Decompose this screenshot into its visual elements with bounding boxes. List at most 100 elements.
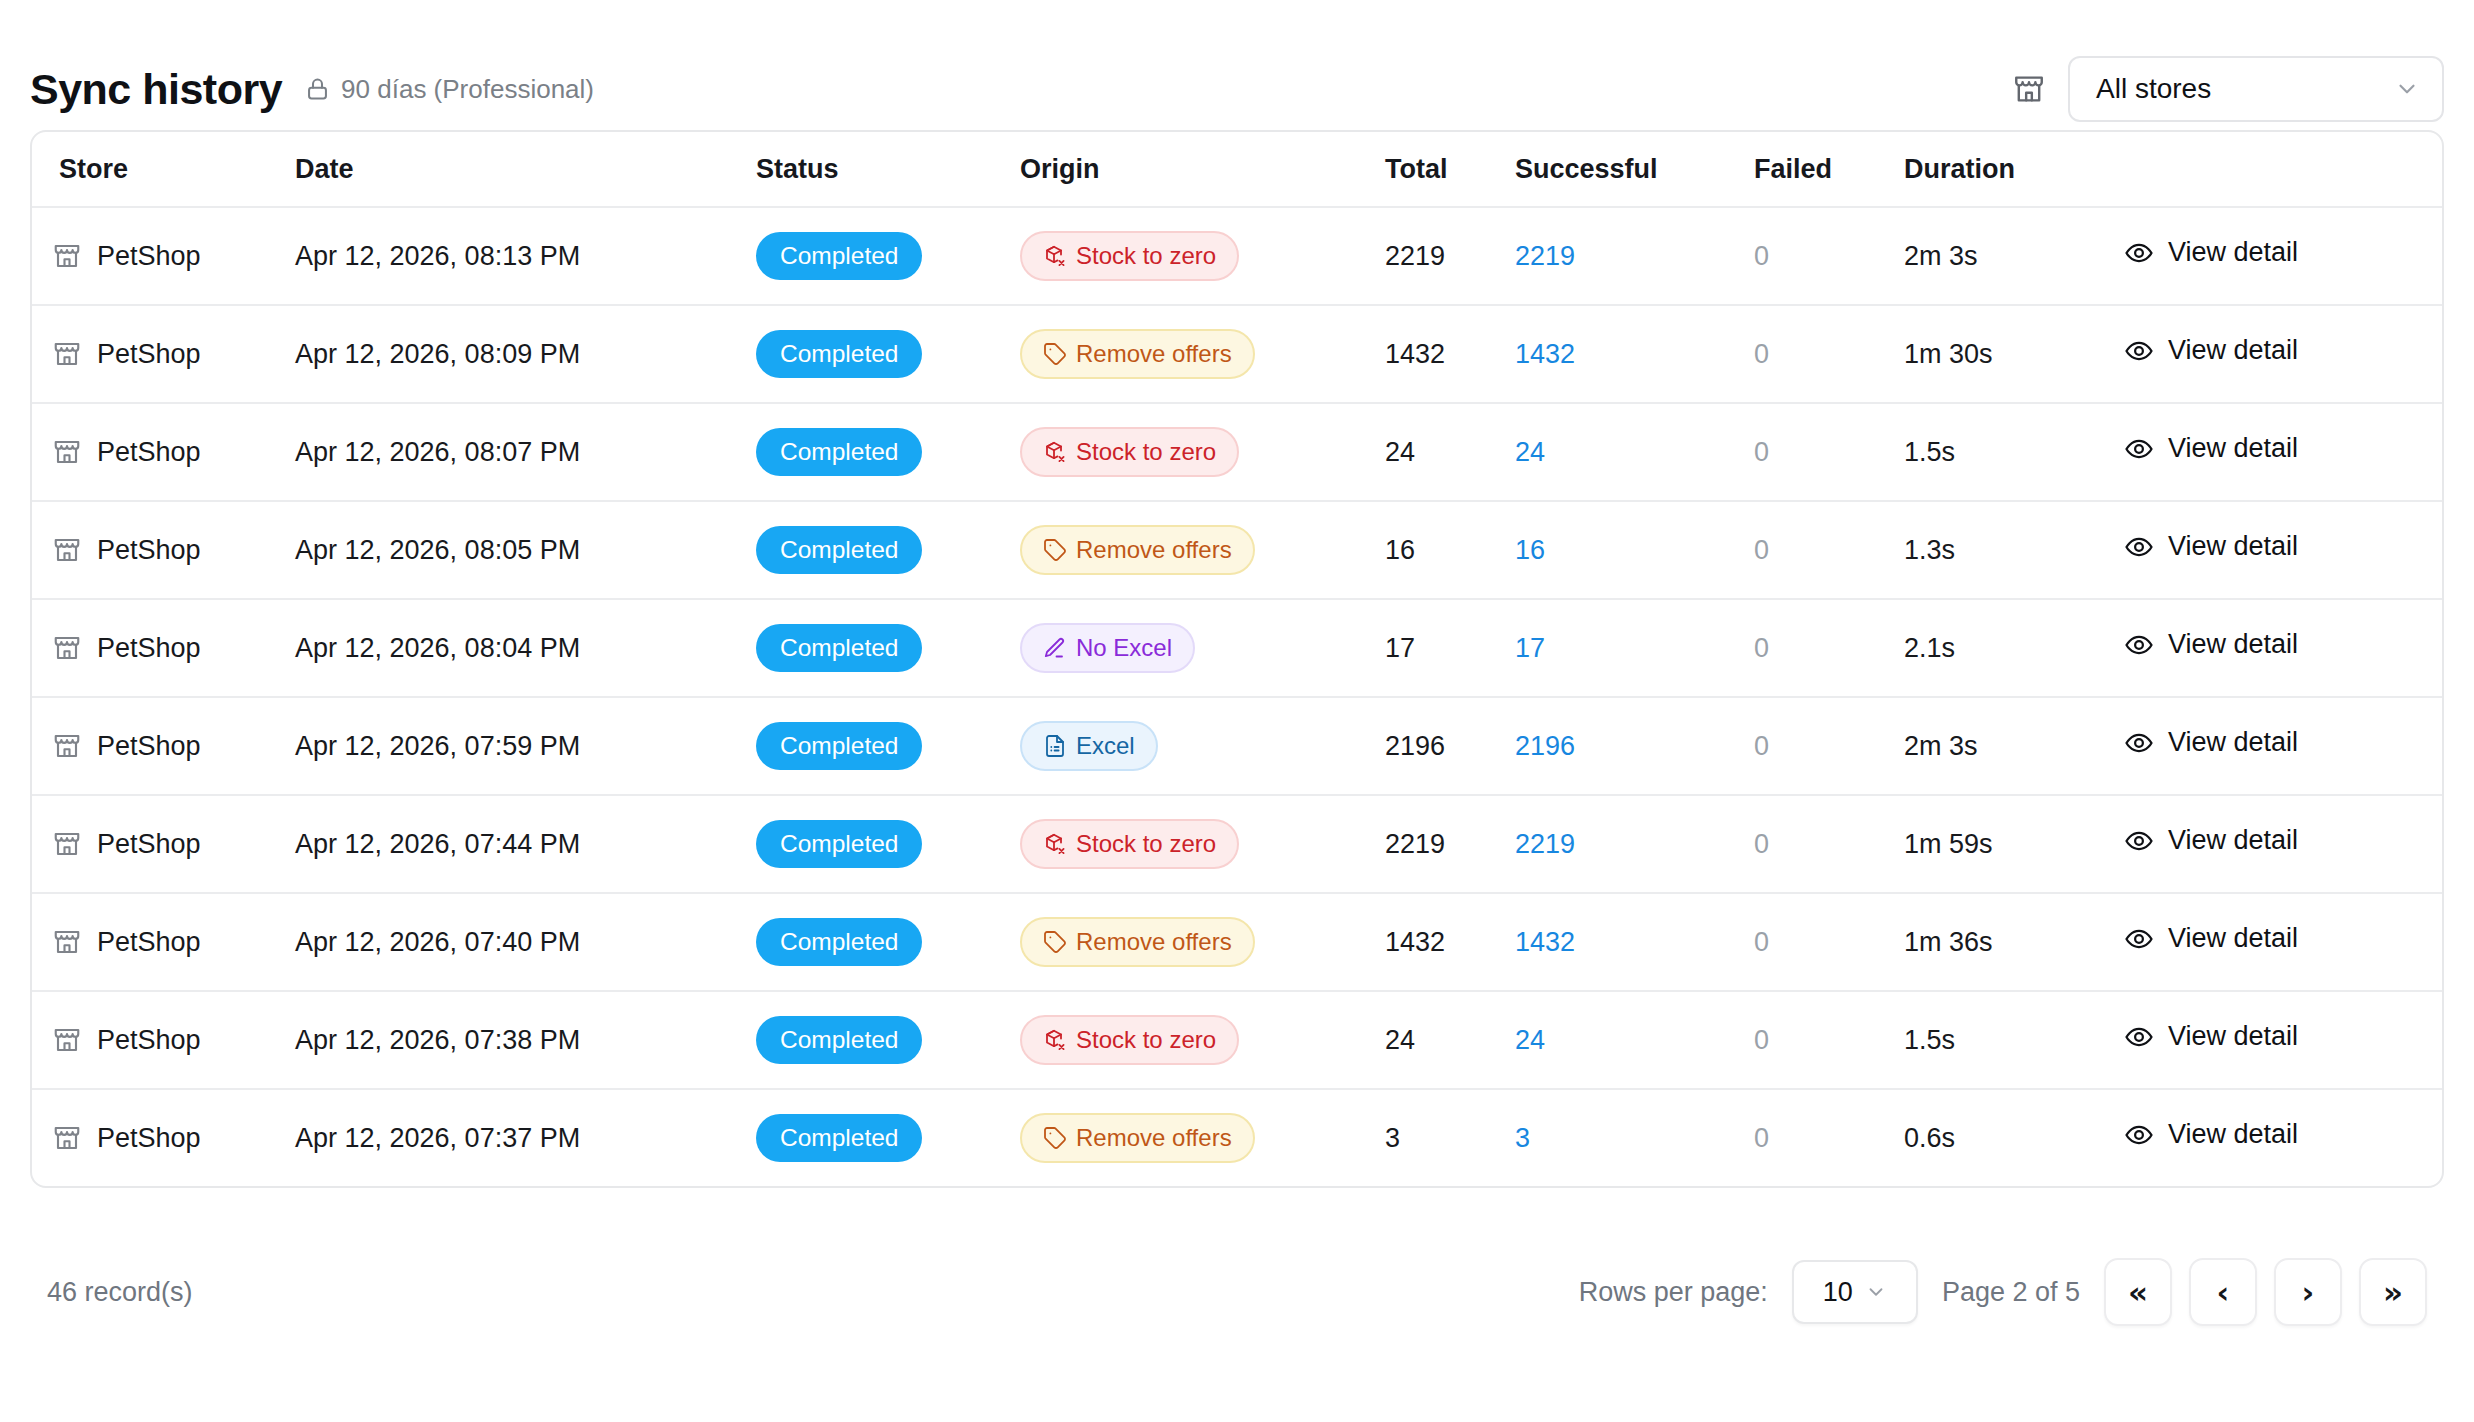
origin-label: Stock to zero [1076, 1028, 1216, 1052]
successful-link[interactable]: 16 [1515, 535, 1754, 566]
origin-cell: Stock to zero [1020, 427, 1385, 477]
package-x-icon [1043, 244, 1067, 268]
table-row: PetShop Apr 12, 2026, 08:09 PM Completed… [32, 304, 2442, 402]
store-cell: PetShop [32, 731, 295, 762]
view-detail-button[interactable]: View detail [2124, 923, 2298, 954]
failed-cell: 0 [1754, 927, 1904, 958]
date-cell: Apr 12, 2026, 08:07 PM [295, 437, 756, 468]
origin-label: Excel [1076, 734, 1135, 758]
failed-cell: 0 [1754, 241, 1904, 272]
eye-icon [2124, 1022, 2154, 1052]
view-detail-label: View detail [2168, 237, 2298, 268]
rows-per-page-value: 10 [1823, 1277, 1853, 1308]
plan-note-label: 90 días (Professional) [341, 74, 594, 105]
eye-icon [2124, 630, 2154, 660]
storefront-icon [52, 437, 82, 467]
storefront-icon [52, 731, 82, 761]
record-count: 46 record(s) [47, 1277, 193, 1308]
view-detail-button[interactable]: View detail [2124, 237, 2298, 268]
total-cell: 2219 [1385, 829, 1515, 860]
store-icon[interactable] [2012, 72, 2046, 106]
origin-badge-remove-offers: Remove offers [1020, 1113, 1255, 1163]
storefront-icon [52, 339, 82, 369]
failed-cell: 0 [1754, 437, 1904, 468]
view-detail-button[interactable]: View detail [2124, 335, 2298, 366]
store-filter-dropdown[interactable]: All stores [2068, 56, 2444, 122]
origin-badge-remove-offers: Remove offers [1020, 525, 1255, 575]
duration-cell: 0.6s [1904, 1123, 2124, 1154]
successful-link[interactable]: 1432 [1515, 927, 1754, 958]
actions-cell: View detail [2124, 335, 2442, 373]
package-x-icon [1043, 1028, 1067, 1052]
store-cell: PetShop [32, 1123, 295, 1154]
duration-cell: 1.5s [1904, 1025, 2124, 1056]
origin-cell: Remove offers [1020, 525, 1385, 575]
status-cell: Completed [756, 232, 1020, 281]
successful-link[interactable]: 17 [1515, 633, 1754, 664]
view-detail-button[interactable]: View detail [2124, 825, 2298, 856]
store-name: PetShop [97, 829, 201, 860]
view-detail-button[interactable]: View detail [2124, 433, 2298, 464]
col-header-failed: Failed [1754, 154, 1904, 185]
store-name: PetShop [97, 633, 201, 664]
first-page-button[interactable]: « [2104, 1258, 2172, 1326]
successful-link[interactable]: 2219 [1515, 829, 1754, 860]
status-cell: Completed [756, 526, 1020, 575]
next-page-button[interactable]: › [2274, 1258, 2342, 1326]
view-detail-label: View detail [2168, 1021, 2298, 1052]
origin-label: Remove offers [1076, 342, 1232, 366]
status-badge: Completed [756, 1016, 922, 1065]
duration-cell: 1m 36s [1904, 927, 2124, 958]
failed-cell: 0 [1754, 535, 1904, 566]
page-header: Sync history 90 días (Professional) All … [0, 0, 2474, 130]
origin-badge-stock-to-zero: Stock to zero [1020, 819, 1239, 869]
successful-link[interactable]: 2219 [1515, 241, 1754, 272]
successful-link[interactable]: 24 [1515, 1025, 1754, 1056]
store-cell: PetShop [32, 339, 295, 370]
status-badge: Completed [756, 428, 922, 477]
actions-cell: View detail [2124, 1119, 2442, 1157]
eye-icon [2124, 336, 2154, 366]
pencil-icon [1043, 636, 1067, 660]
rows-per-page-select[interactable]: 10 [1792, 1260, 1918, 1324]
table-row: PetShop Apr 12, 2026, 08:05 PM Completed… [32, 500, 2442, 598]
duration-cell: 1m 59s [1904, 829, 2124, 860]
previous-page-button[interactable]: ‹ [2189, 1258, 2257, 1326]
failed-cell: 0 [1754, 829, 1904, 860]
origin-cell: Remove offers [1020, 1113, 1385, 1163]
col-header-store: Store [32, 154, 295, 185]
store-name: PetShop [97, 927, 201, 958]
col-header-date: Date [295, 154, 756, 185]
chevron-down-icon [1865, 1281, 1887, 1303]
last-page-button[interactable]: » [2359, 1258, 2427, 1326]
status-cell: Completed [756, 722, 1020, 771]
origin-label: Stock to zero [1076, 440, 1216, 464]
total-cell: 24 [1385, 437, 1515, 468]
duration-cell: 1m 30s [1904, 339, 2124, 370]
origin-cell: Stock to zero [1020, 1015, 1385, 1065]
view-detail-button[interactable]: View detail [2124, 1119, 2298, 1150]
view-detail-button[interactable]: View detail [2124, 727, 2298, 758]
duration-cell: 2m 3s [1904, 241, 2124, 272]
actions-cell: View detail [2124, 433, 2442, 471]
successful-link[interactable]: 3 [1515, 1123, 1754, 1154]
status-badge: Completed [756, 722, 922, 771]
origin-label: Remove offers [1076, 538, 1232, 562]
view-detail-button[interactable]: View detail [2124, 531, 2298, 562]
status-cell: Completed [756, 624, 1020, 673]
successful-link[interactable]: 2196 [1515, 731, 1754, 762]
storefront-icon [52, 241, 82, 271]
status-badge: Completed [756, 624, 922, 673]
duration-cell: 1.3s [1904, 535, 2124, 566]
view-detail-button[interactable]: View detail [2124, 1021, 2298, 1052]
successful-link[interactable]: 24 [1515, 437, 1754, 468]
origin-badge-stock-to-zero: Stock to zero [1020, 231, 1239, 281]
successful-link[interactable]: 1432 [1515, 339, 1754, 370]
view-detail-label: View detail [2168, 825, 2298, 856]
store-name: PetShop [97, 1123, 201, 1154]
actions-cell: View detail [2124, 727, 2442, 765]
storefront-icon [52, 633, 82, 663]
view-detail-button[interactable]: View detail [2124, 629, 2298, 660]
view-detail-label: View detail [2168, 629, 2298, 660]
page-title: Sync history [30, 65, 282, 114]
